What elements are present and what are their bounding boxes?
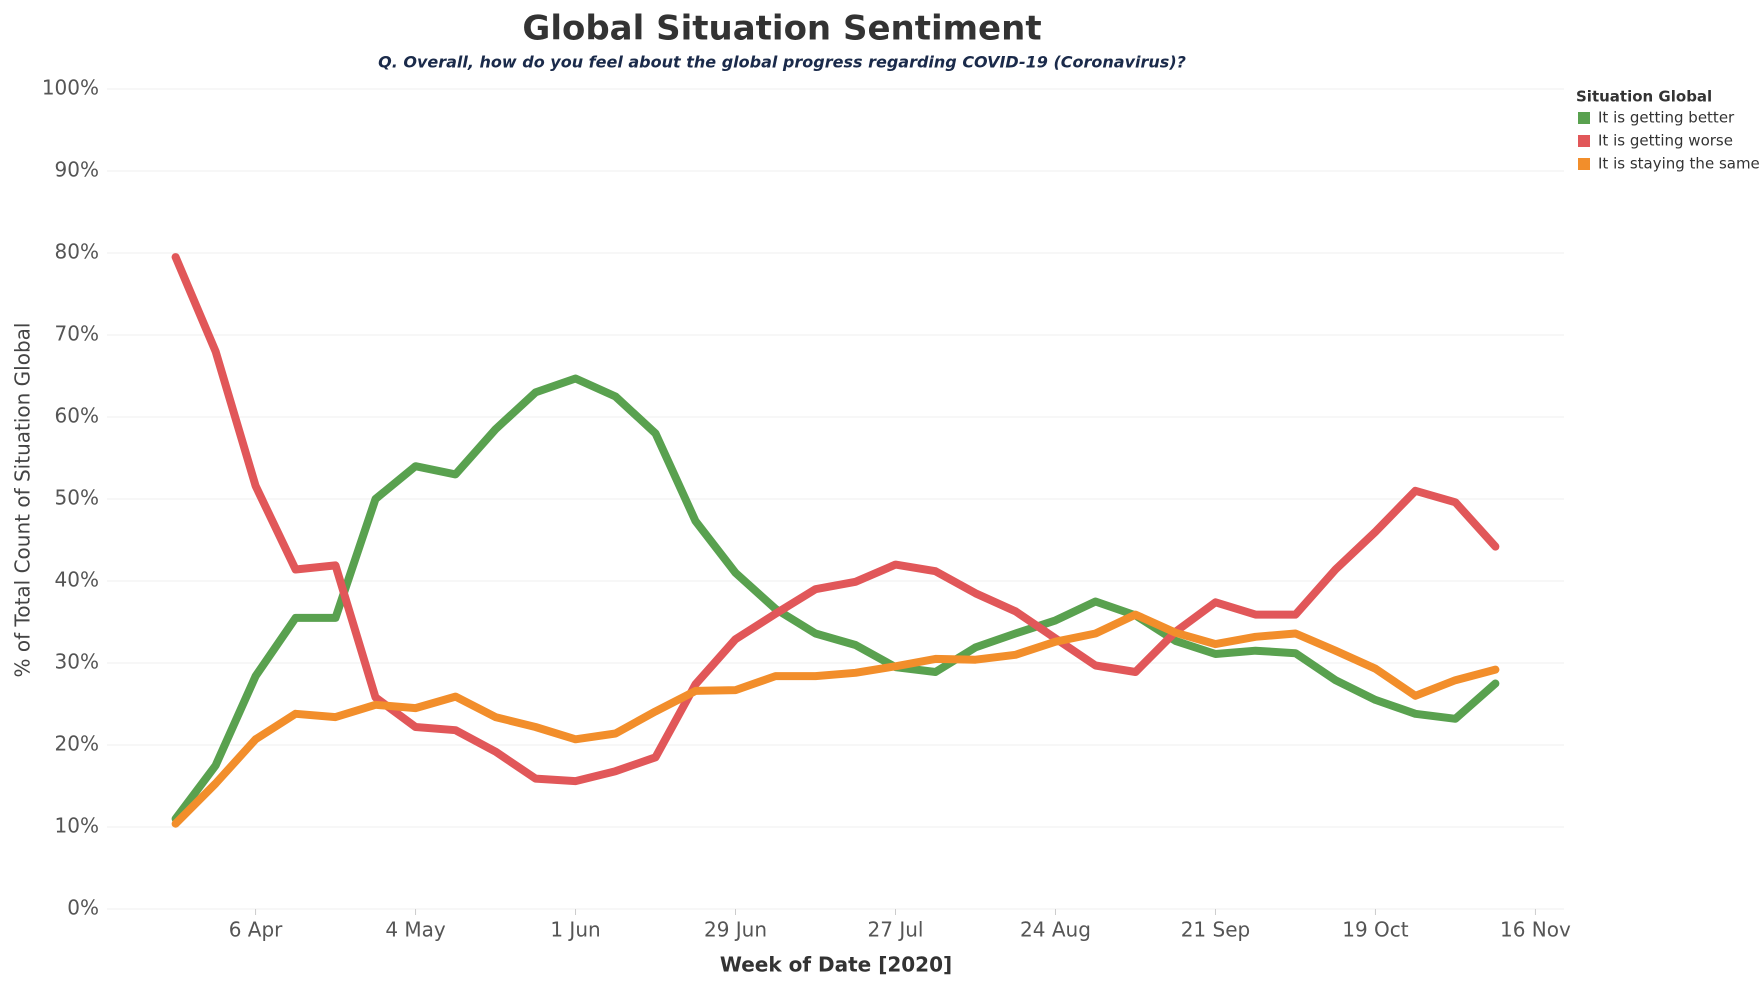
legend-swatch — [1578, 135, 1590, 147]
y-tick-label: 20% — [55, 732, 99, 756]
x-tick-label: 4 May — [385, 918, 446, 942]
y-tick-label: 40% — [55, 568, 99, 592]
x-tick-label: 19 Oct — [1342, 918, 1409, 942]
y-tick-label: 70% — [55, 322, 99, 346]
legend-label: It is staying the same — [1598, 155, 1760, 173]
x-tick-label: 24 Aug — [1020, 918, 1091, 942]
series-line — [171, 610, 1500, 828]
y-tick-label: 80% — [55, 240, 99, 264]
y-tick-label: 0% — [67, 896, 99, 920]
legend-swatch — [1578, 158, 1590, 170]
x-tick-label: 6 Apr — [229, 918, 283, 942]
x-tick-label: 16 Nov — [1500, 918, 1571, 942]
series-line — [171, 374, 1500, 823]
y-tick-label: 60% — [55, 404, 99, 428]
legend-label: It is getting better — [1598, 109, 1735, 127]
chart-title: Global Situation Sentiment — [522, 9, 1041, 49]
y-tick-label: 100% — [42, 76, 99, 100]
legend-title: Situation Global — [1576, 88, 1712, 106]
chart-subtitle: Q. Overall, how do you feel about the gl… — [378, 53, 1186, 72]
x-tick-label: 1 Jun — [550, 918, 600, 942]
x-tick-label: 21 Sep — [1181, 918, 1251, 942]
y-tick-label: 10% — [55, 814, 99, 838]
series-line — [171, 253, 1500, 786]
y-tick-label: 50% — [55, 486, 99, 510]
y-tick-label: 30% — [55, 650, 99, 674]
y-axis-title: % of Total Count of Situation Global — [11, 323, 35, 678]
x-axis-title: Week of Date [2020] — [720, 953, 952, 977]
x-tick-label: 29 Jun — [704, 918, 767, 942]
legend-label: It is getting worse — [1598, 132, 1733, 150]
x-tick-label: 27 Jul — [868, 918, 924, 942]
y-tick-label: 90% — [55, 158, 99, 182]
legend-swatch — [1578, 112, 1590, 124]
